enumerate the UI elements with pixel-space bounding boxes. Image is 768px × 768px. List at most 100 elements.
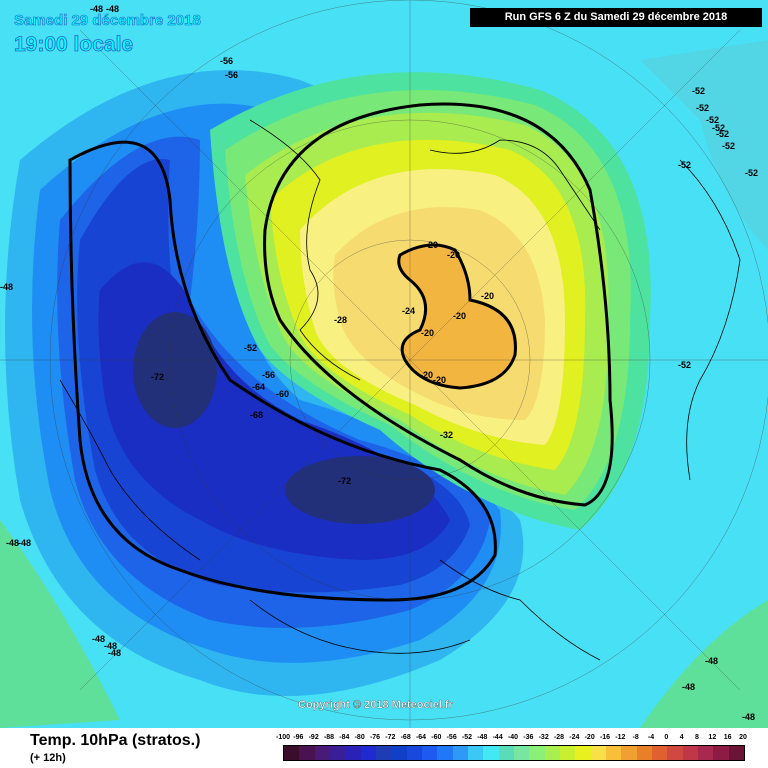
color-scale-swatch: [391, 746, 407, 760]
color-scale-swatch: [483, 746, 499, 760]
color-scale-tick: 20: [739, 734, 747, 741]
color-scale-swatch: [728, 746, 744, 760]
contour-label: -48: [682, 682, 696, 692]
contour-label: -48: [705, 656, 719, 666]
vortex-core-east: [285, 456, 435, 524]
corner-green-sw: [0, 520, 120, 728]
color-scale-swatch: [575, 746, 591, 760]
contour-label: -52: [692, 86, 706, 96]
color-scale-ticks: -100 -96 -92 -88 -84 -80 -76 -72 -68 -64 -60 -56 -52…: [276, 734, 747, 744]
contour-label: -20: [453, 311, 467, 321]
color-scale-bar: [283, 745, 745, 761]
contour-label: -24: [402, 306, 416, 316]
color-scale-swatch: [375, 746, 392, 760]
color-scale-tick: -8: [632, 734, 639, 741]
contour-label: -68: [250, 410, 264, 420]
contour-label: -20: [433, 375, 447, 385]
color-scale-swatch: [467, 746, 484, 760]
contour-label: -48: [106, 4, 120, 14]
color-scale-tick: -12: [615, 734, 626, 741]
contour-label: -52: [678, 160, 692, 170]
color-scale-tick: -16: [599, 734, 611, 741]
contour-label: -52: [706, 115, 720, 125]
color-scale-tick: -88: [323, 734, 335, 741]
color-scale-tick: 16: [723, 734, 732, 741]
color-scale-tick: 12: [708, 734, 717, 741]
map-svg: [0, 0, 768, 728]
color-scale-swatch: [544, 746, 560, 760]
contour-label: -48: [0, 282, 14, 292]
contour-label: -48: [742, 712, 756, 722]
contour-label: -48: [108, 648, 122, 658]
warm-core: [397, 243, 517, 390]
contour-label: -28: [334, 315, 348, 325]
product-title: Temp. 10hPa (stratos.): [30, 732, 201, 749]
color-scale-tick: -72: [385, 734, 396, 741]
color-scale-tick: -100: [275, 734, 291, 741]
temperature-map: [0, 0, 768, 728]
color-scale-tick: -4: [647, 734, 655, 741]
color-scale-swatch: [406, 746, 422, 760]
contour-label: -72: [151, 372, 165, 382]
color-scale-tick: -32: [538, 734, 549, 741]
bold-contour-cold: [68, 140, 497, 602]
color-scale-tick: -64: [415, 734, 427, 741]
color-scale-tick: -40: [507, 734, 519, 741]
color-scale-swatch: [360, 746, 376, 760]
color-scale-swatch: [651, 746, 668, 760]
color-scale-tick: -60: [431, 734, 442, 741]
color-scale-swatch: [636, 746, 652, 760]
color-scale-tick: -76: [369, 734, 381, 741]
contour-label: -52: [722, 141, 736, 151]
contour-label: -52: [696, 103, 710, 113]
color-scale-tick: -68: [400, 734, 411, 741]
color-scale-swatch: [329, 746, 346, 760]
contour-label: -52: [678, 360, 692, 370]
color-scale-tick: 8: [695, 734, 699, 741]
color-scale-tick: -52: [461, 734, 473, 741]
color-scale-swatch: [452, 746, 468, 760]
contour-label: -52: [716, 129, 730, 139]
color-scale-swatch: [513, 746, 530, 760]
contour-label: -20: [421, 328, 435, 338]
color-scale-swatch: [284, 746, 300, 760]
color-scale-swatch: [590, 746, 606, 760]
contour-label: -52: [745, 168, 759, 178]
contour-label: -48: [104, 641, 118, 651]
color-scale-tick: -56: [446, 734, 457, 741]
color-scale-swatch: [605, 746, 622, 760]
color-scale-tick: -80: [354, 734, 365, 741]
coastlines: [59, 119, 741, 661]
color-scale-swatch: [299, 746, 315, 760]
color-scale-tick: 0: [664, 734, 669, 741]
contour-label: -64: [252, 382, 266, 392]
valid-time: 19:00 locale: [14, 33, 134, 57]
color-scale-swatch: [667, 746, 683, 760]
color-scale-swatch: [498, 746, 514, 760]
color-scale-swatch: [621, 746, 637, 760]
color-scale-tick: -96: [293, 734, 304, 741]
valid-date: Samedi 29 décembre 2018: [14, 12, 201, 30]
bold-contour-warm: [263, 102, 614, 507]
contour-label: -60: [276, 389, 290, 399]
contour-label: -72: [338, 476, 352, 486]
corner-green-se: [640, 600, 768, 728]
color-scale-tick: -28: [553, 734, 565, 741]
contour-label: -52: [244, 343, 258, 353]
zone-ne: [640, 40, 768, 250]
color-scale-tick: -48: [477, 734, 488, 741]
color-scale-tick: -44: [492, 734, 503, 741]
color-scale-swatch: [345, 746, 361, 760]
contour-label: -52: [712, 123, 726, 133]
contour-label: -48: [92, 634, 106, 644]
contour-label: -48: [18, 538, 32, 548]
contour-label: -20: [420, 370, 434, 380]
vortex-core-west: [133, 312, 217, 428]
color-scale-tick: -20: [584, 734, 595, 741]
color-scale-swatch: [437, 746, 453, 760]
color-scale-swatch: [314, 746, 330, 760]
color-scale-swatch: [529, 746, 545, 760]
contour-label: -48: [6, 538, 20, 548]
color-scale-tick: -24: [569, 734, 580, 741]
